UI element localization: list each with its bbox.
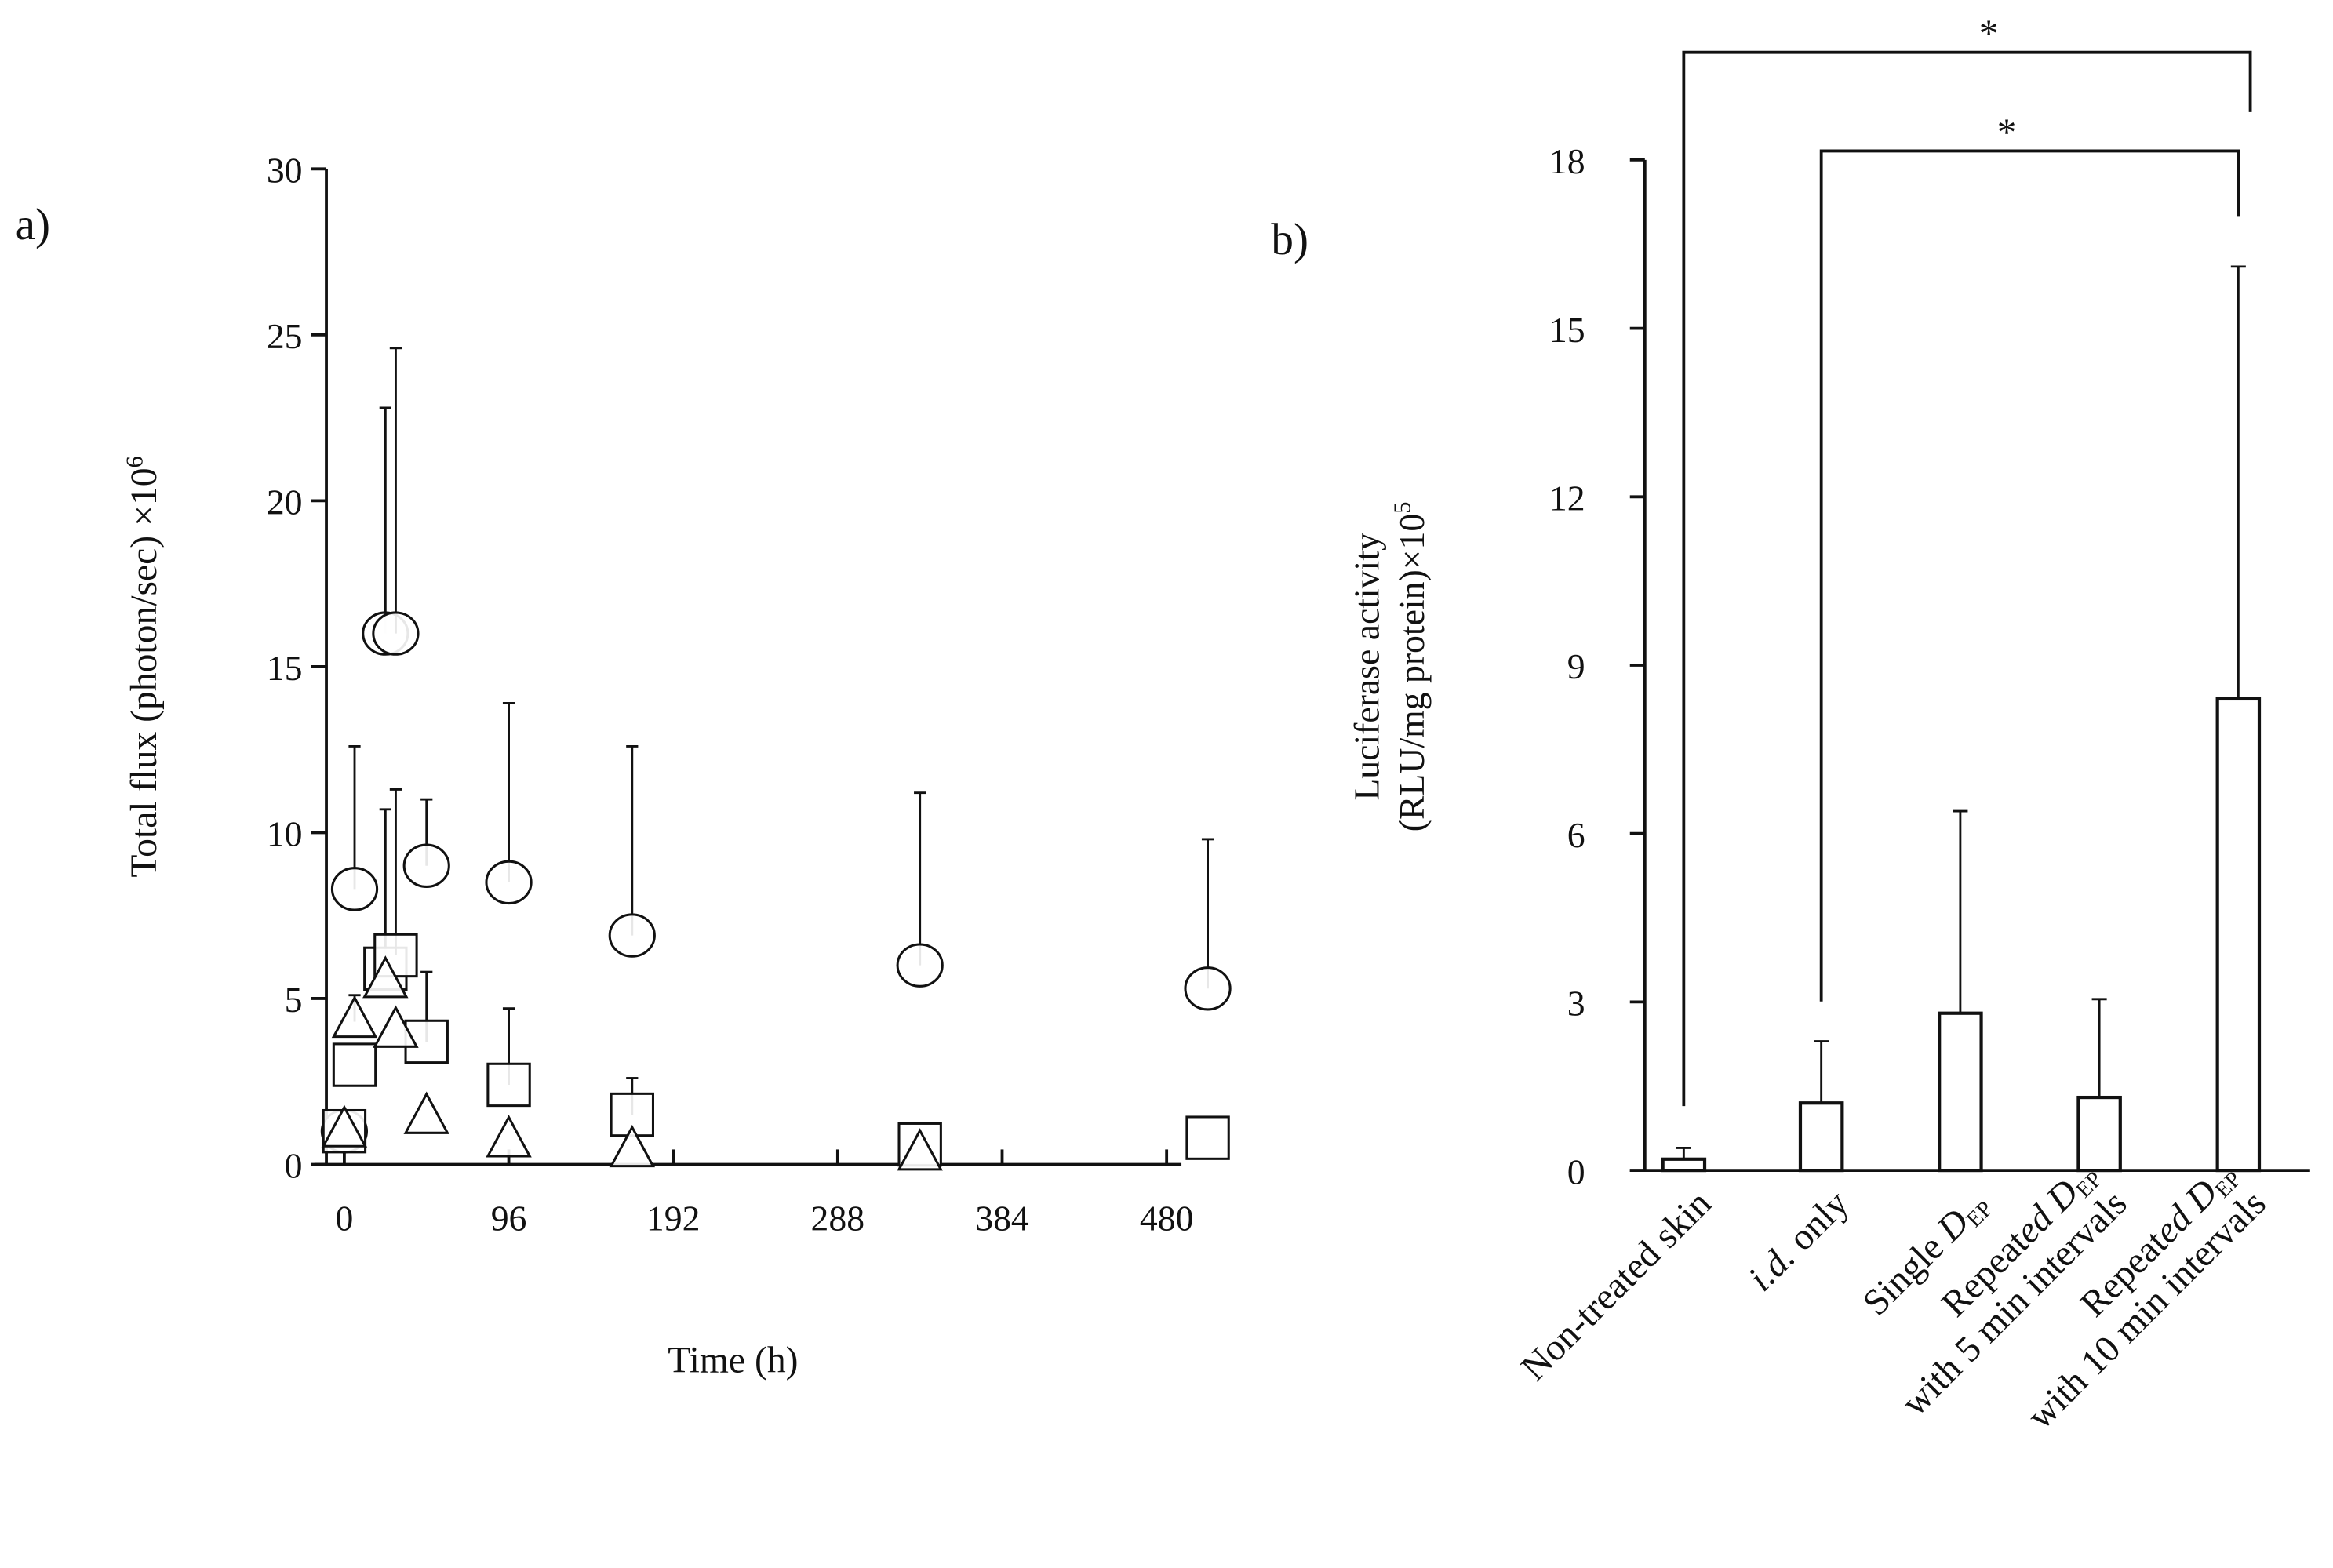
circle-data-point	[1184, 966, 1232, 1011]
panel-label: a)	[16, 200, 50, 249]
triangle-data-point	[403, 1091, 449, 1134]
bar	[1661, 1157, 1707, 1173]
y-tick-label: 9	[1567, 646, 1585, 686]
bar	[1798, 1101, 1844, 1173]
panel-a-scatter-chart: a) 0 5 10 15 20 25 30 0 96 192 288 384 480 Time (h) Tot…	[16, 150, 1232, 1381]
y-tick-label: 5	[285, 980, 303, 1020]
y-tick-label: 12	[1549, 478, 1585, 518]
significance-asterisk: *	[1997, 111, 2017, 154]
y-axis-label-line1: Luciferase activity	[1347, 533, 1387, 801]
significance-bracket	[1819, 149, 2240, 1002]
y-tick-label: 18	[1549, 141, 1585, 181]
y-tick-label: 0	[1567, 1151, 1585, 1191]
x-tick-label: 96	[491, 1198, 527, 1238]
x-tick-label: 384	[975, 1198, 1029, 1238]
y-tick-label: 30	[267, 150, 303, 190]
x-tick-label: 192	[646, 1198, 701, 1238]
y-tick-label: 15	[267, 648, 303, 688]
square-data-point	[486, 1062, 531, 1108]
y-axis-label-superscript: 5	[1389, 502, 1416, 514]
circle-data-point	[608, 913, 656, 958]
circle-data-point	[402, 843, 450, 888]
triangle-data-point	[609, 1124, 656, 1168]
circle-data-point	[372, 611, 420, 656]
bar	[1938, 1011, 1983, 1173]
triangle-data-point	[486, 1115, 532, 1158]
triangle-data-point	[362, 955, 409, 999]
square-data-point	[332, 1042, 377, 1087]
x-axis-label: Time (h)	[668, 1340, 798, 1381]
circle-data-point	[896, 943, 944, 988]
circle-data-point	[330, 867, 379, 911]
y-tick-label: 15	[1549, 310, 1585, 350]
circle-data-point	[485, 860, 533, 905]
square-data-point	[1185, 1115, 1230, 1160]
y-tick-label: 6	[1567, 815, 1585, 855]
triangle-data-point	[331, 995, 378, 1039]
y-tick-label: 3	[1567, 984, 1585, 1024]
x-tick-label: 480	[1140, 1198, 1194, 1238]
y-tick-label: 20	[267, 482, 303, 522]
bar	[2215, 697, 2262, 1173]
category-label-group: i.d. only	[1741, 1183, 1857, 1299]
y-axis-label-line2: (RLU/mg protein)×105	[1389, 502, 1432, 832]
category-label-group: Non-treated skin	[1513, 1183, 1719, 1388]
triangle-data-point	[897, 1128, 943, 1171]
triangle-data-point	[373, 1005, 419, 1048]
y-axis-label: Total flux (photon/sec) ×106	[122, 456, 165, 877]
triangle-data-point	[321, 1104, 368, 1148]
category-label: Non-treated skin	[1513, 1183, 1719, 1388]
significance-bracket	[1682, 50, 2252, 1107]
y-tick-label: 0	[285, 1146, 303, 1186]
panel-b-bar-chart: b) 0 3 6 9 12 15 18 Luciferase activity (RLU/mg p…	[1271, 12, 2310, 1437]
y-tick-label: 25	[267, 316, 303, 356]
x-tick-label: 0	[335, 1198, 353, 1238]
y-axis-label-superscript: 6	[122, 456, 148, 467]
category-label: i.d. only	[1741, 1183, 1857, 1299]
y-tick-label: 10	[267, 814, 303, 854]
x-tick-label: 288	[811, 1198, 865, 1238]
significance-asterisk: *	[1979, 12, 1999, 55]
bar	[2076, 1095, 2122, 1173]
panel-label: b)	[1271, 215, 1308, 264]
